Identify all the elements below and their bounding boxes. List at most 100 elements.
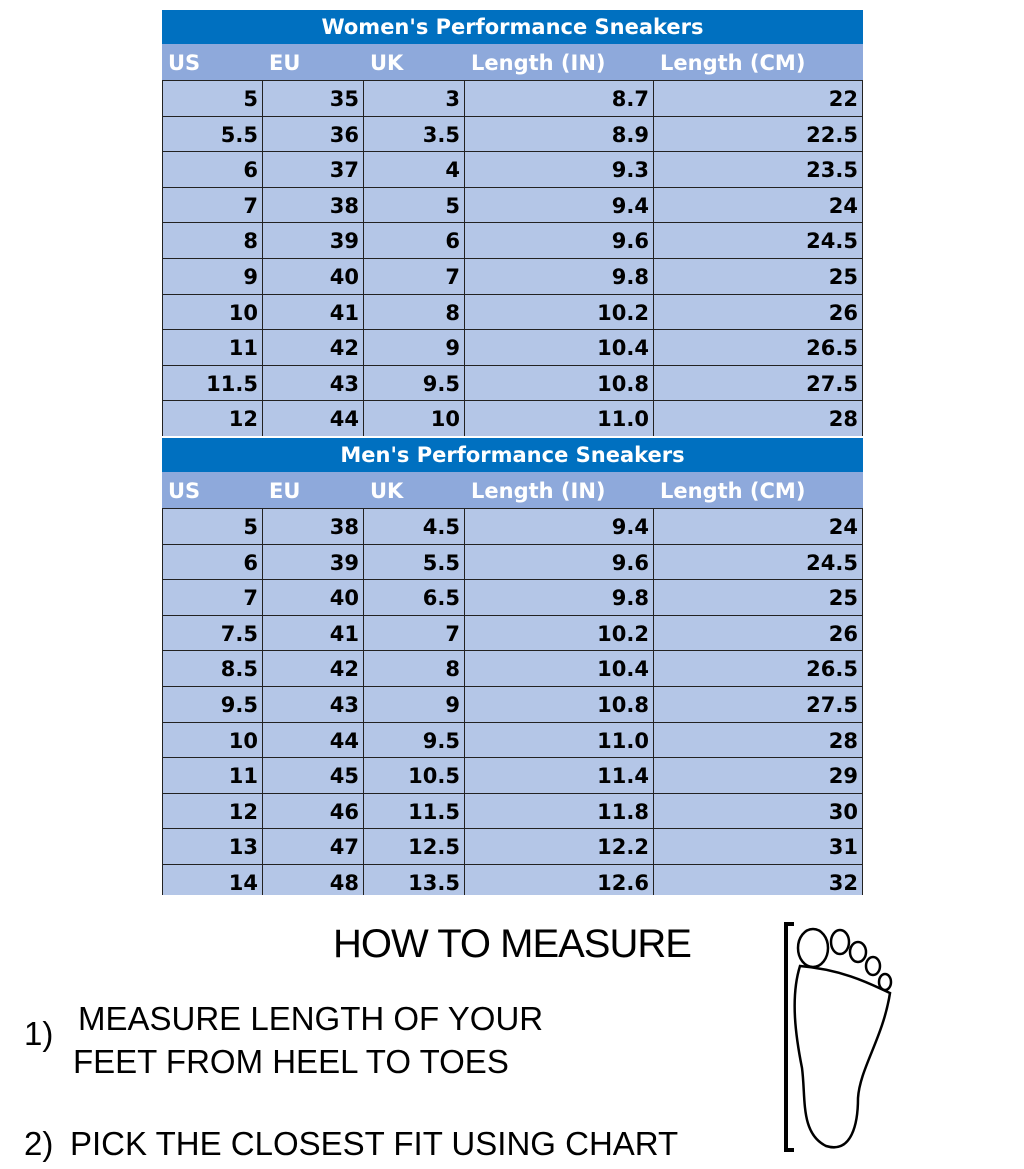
women-table-body: 5 35 3 8.7 22 5.5 36 3.5 8.9 22.5 6 37 4 9.3 23.5 7 38 5 9… — [162, 80, 863, 436]
table-cell: 3 — [364, 81, 465, 116]
column-header: US — [168, 51, 201, 75]
table-cell: 31 — [654, 829, 863, 864]
table-cell: 25 — [654, 258, 863, 294]
men-table-body: 5 38 4.5 9.4 24 6 39 5.5 9.6 24.5 7 40 6.5 9.8 25 7.5 41… — [162, 508, 863, 895]
table-cell: 42 — [263, 651, 364, 686]
table-cell: 44 — [263, 401, 364, 436]
table-cell: 35 — [263, 81, 364, 116]
table-cell: 9.5 — [162, 686, 263, 722]
men-table-title: Men's Performance Sneakers — [162, 438, 863, 472]
table-cell: 27.5 — [654, 686, 863, 722]
table-cell: 5 — [364, 187, 465, 223]
table-row: 8.5 42 8 10.4 26.5 — [162, 650, 863, 686]
table-cell: 22 — [654, 81, 863, 116]
column-header: Length (CM) — [660, 51, 806, 75]
table-cell: 43 — [263, 686, 364, 722]
step1-line2: FEET FROM HEEL TO TOES — [73, 1043, 509, 1080]
table-cell: 28 — [654, 401, 863, 436]
table-cell: 8 — [364, 294, 465, 330]
table-cell: 7 — [364, 258, 465, 294]
table-row: 11 45 10.5 11.4 29 — [162, 757, 863, 793]
table-cell: 6 — [162, 544, 263, 580]
table-cell: 47 — [263, 829, 364, 864]
table-cell: 10 — [162, 722, 263, 758]
table-cell: 24 — [654, 509, 863, 544]
step2-text: PICK THE CLOSEST FIT USING CHART — [70, 1125, 679, 1162]
table-cell: 23.5 — [654, 152, 863, 187]
table-cell: 5 — [162, 81, 263, 116]
table-cell: 46 — [263, 793, 364, 829]
table-row: 12 46 11.5 11.8 30 — [162, 792, 863, 829]
table-cell: 9 — [364, 686, 465, 722]
table-row: 5 38 4.5 9.4 24 — [162, 508, 863, 544]
table-row: 11.5 43 9.5 10.8 27.5 — [162, 364, 863, 401]
table-row: 7 40 6.5 9.8 25 — [162, 579, 863, 615]
table-cell: 11.5 — [162, 365, 263, 401]
table-row: 14 48 13.5 12.6 32 — [162, 863, 863, 895]
how-to-measure-heading: HOW TO MEASURE — [333, 922, 692, 966]
table-cell: 26 — [654, 615, 863, 651]
table-cell: 26.5 — [654, 651, 863, 686]
column-header: US — [168, 479, 201, 503]
table-cell: 12 — [162, 793, 263, 829]
table-cell: 48 — [263, 864, 364, 895]
foot-outline-icon — [784, 922, 893, 1152]
table-cell: 37 — [263, 152, 364, 187]
table-cell: 9 — [162, 258, 263, 294]
table-cell: 10 — [162, 294, 263, 330]
women-header-row: US EU UK Length (IN) Length (CM) — [162, 44, 863, 80]
table-cell: 3.5 — [364, 116, 465, 152]
table-row: 10 44 9.5 11.0 28 — [162, 721, 863, 758]
table-cell: 13.5 — [364, 864, 465, 895]
table-cell: 11.5 — [364, 793, 465, 829]
table-cell: 22.5 — [654, 116, 863, 152]
column-header: Length (CM) — [660, 479, 806, 503]
table-cell: 12.5 — [364, 829, 465, 864]
table-cell: 36 — [263, 116, 364, 152]
table-cell: 4 — [364, 152, 465, 187]
table-cell: 4.5 — [364, 509, 465, 544]
table-cell: 8.9 — [465, 116, 654, 152]
table-cell: 7 — [364, 615, 465, 651]
table-cell: 9.3 — [465, 152, 654, 187]
table-row: 13 47 12.5 12.2 31 — [162, 828, 863, 864]
table-cell: 10.2 — [465, 294, 654, 330]
table-cell: 42 — [263, 330, 364, 365]
table-row: 6 37 4 9.3 23.5 — [162, 151, 863, 187]
table-cell: 11.0 — [465, 722, 654, 758]
step1-number: 1) — [24, 1015, 54, 1052]
table-cell: 7 — [162, 580, 263, 615]
table-cell: 24.5 — [654, 223, 863, 258]
table-cell: 27.5 — [654, 365, 863, 401]
table-row: 7 38 5 9.4 24 — [162, 186, 863, 223]
table-cell: 11.8 — [465, 793, 654, 829]
table-cell: 11.0 — [465, 401, 654, 436]
table-cell: 30 — [654, 793, 863, 829]
column-header: EU — [269, 479, 301, 503]
table-cell: 8.7 — [465, 81, 654, 116]
step1-line1: MEASURE LENGTH OF YOUR — [78, 1000, 544, 1037]
column-header: UK — [370, 479, 404, 503]
table-cell: 10.8 — [465, 365, 654, 401]
table-cell: 24.5 — [654, 544, 863, 580]
table-cell: 28 — [654, 722, 863, 758]
table-cell: 9.8 — [465, 580, 654, 615]
table-cell: 10.4 — [465, 330, 654, 365]
step2-number: 2) — [24, 1125, 54, 1162]
table-row: 10 41 8 10.2 26 — [162, 293, 863, 330]
table-cell: 9.4 — [465, 509, 654, 544]
table-cell: 6 — [162, 152, 263, 187]
column-header: EU — [269, 51, 301, 75]
table-cell: 9.6 — [465, 544, 654, 580]
table-cell: 5 — [162, 509, 263, 544]
table-cell: 7.5 — [162, 615, 263, 651]
column-header: Length (IN) — [471, 51, 606, 75]
table-cell: 12.6 — [465, 864, 654, 895]
table-cell: 10.4 — [465, 651, 654, 686]
table-cell: 8 — [364, 651, 465, 686]
table-cell: 9.4 — [465, 187, 654, 223]
table-cell: 8 — [162, 223, 263, 258]
table-cell: 7 — [162, 187, 263, 223]
table-cell: 32 — [654, 864, 863, 895]
table-cell: 10.5 — [364, 758, 465, 793]
